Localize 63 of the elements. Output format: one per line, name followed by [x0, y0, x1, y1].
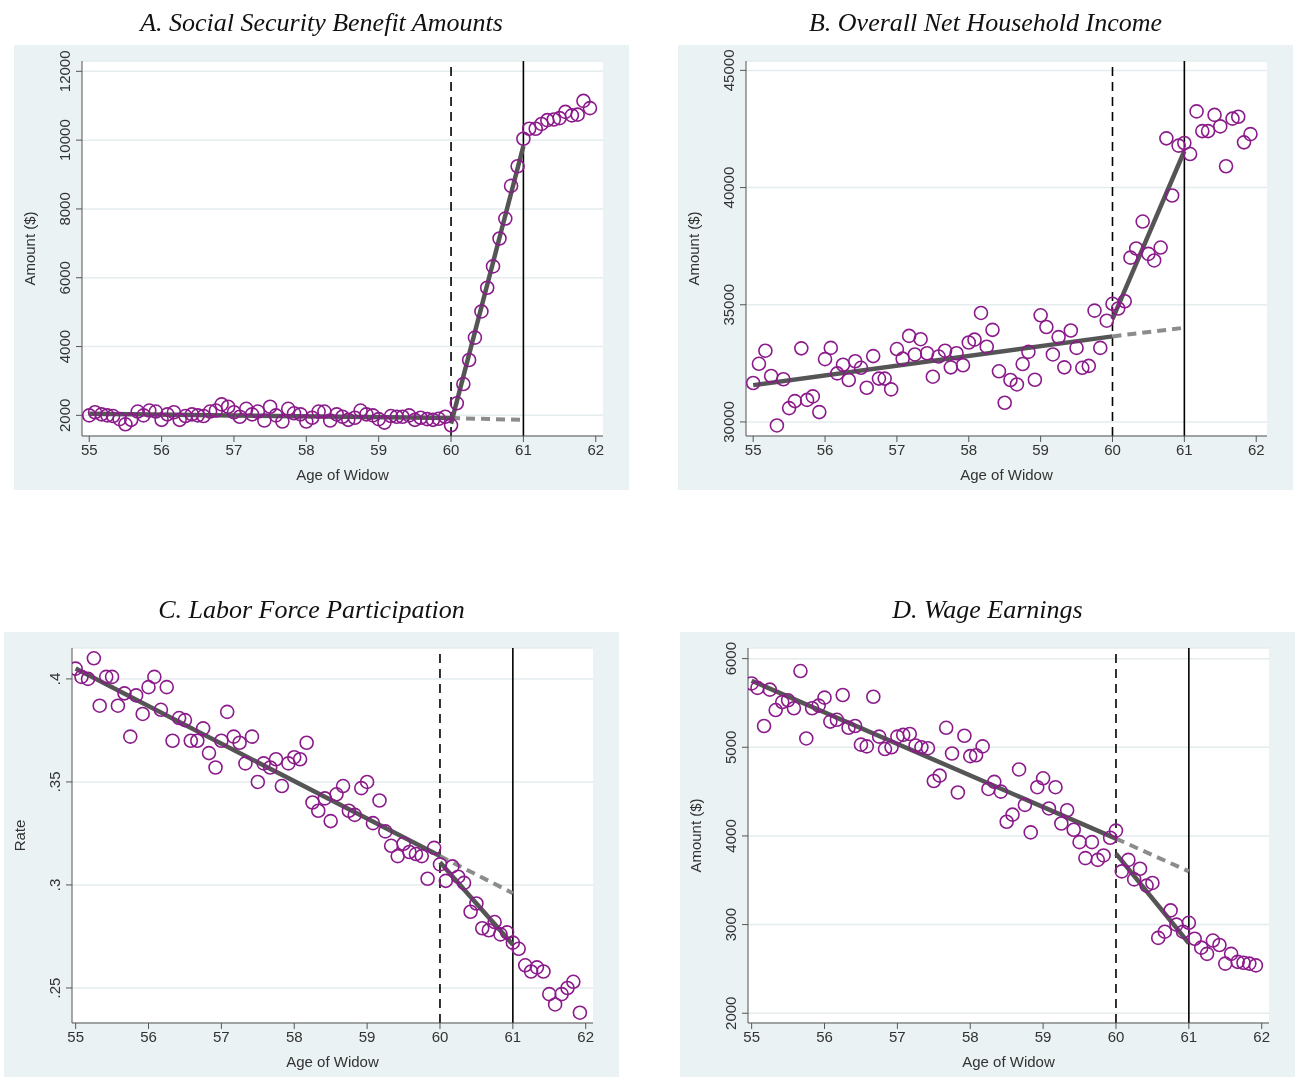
y-tick-label: 12000 [56, 50, 73, 93]
y-axis-title: Rate [11, 819, 29, 852]
chart-title: B. Overall Net Household Income [807, 7, 1164, 39]
x-tick-label: 59 [1034, 1027, 1052, 1045]
chart-title: D. Wage Earnings [891, 594, 1084, 626]
x-tick-label: 62 [1247, 440, 1265, 458]
y-tick-label: 3000 [722, 907, 739, 942]
x-tick-label: 57 [213, 1027, 230, 1045]
y-tick-label: .4 [46, 672, 63, 686]
x-tick-label: 58 [297, 440, 315, 458]
x-tick-label: 56 [816, 1027, 833, 1045]
y-axis-title: Amount ($) [685, 211, 703, 286]
x-tick-label: 57 [225, 440, 243, 458]
y-tick-label: 2000 [56, 398, 73, 433]
y-tick-label: 5000 [722, 730, 739, 764]
y-tick-label: 6000 [722, 641, 739, 676]
x-tick-label: 62 [1253, 1027, 1271, 1045]
x-tick-label: 55 [744, 440, 762, 458]
x-tick-label: 62 [587, 440, 605, 458]
x-tick-label: 61 [504, 1027, 522, 1045]
x-axis-title: Age of Widow [960, 466, 1053, 483]
x-tick-label: 60 [442, 440, 460, 458]
x-tick-label: 57 [889, 1027, 906, 1045]
x-tick-label: 61 [1176, 440, 1193, 458]
x-tick-label: 55 [67, 1027, 84, 1045]
chart-title: A. Social Security Benefit Amounts [138, 7, 504, 39]
x-tick-label: 55 [743, 1027, 760, 1045]
x-tick-label: 56 [816, 440, 834, 458]
y-tick-label: 45000 [720, 49, 737, 92]
x-tick-label: 60 [1104, 440, 1121, 458]
y-tick-label: 2000 [722, 996, 739, 1030]
y-tick-label: 40000 [720, 166, 737, 209]
y-tick-label: 30000 [720, 401, 737, 443]
x-tick-label: 56 [153, 440, 170, 458]
y-tick-label: 10000 [56, 119, 73, 161]
y-axis-title: Amount ($) [687, 798, 705, 873]
x-tick-label: 58 [285, 1027, 303, 1045]
chart-title: C. Labor Force Participation [157, 594, 466, 626]
x-tick-label: 60 [431, 1027, 449, 1045]
x-tick-label: 56 [140, 1027, 157, 1045]
y-tick-label: 4000 [56, 329, 73, 364]
y-tick-label: 4000 [722, 819, 739, 853]
x-tick-label: 58 [961, 1027, 979, 1045]
x-tick-label: 60 [1107, 1027, 1125, 1045]
x-tick-label: 59 [358, 1027, 376, 1045]
x-tick-label: 61 [515, 440, 532, 458]
x-axis-title: Age of Widow [296, 466, 389, 483]
x-tick-label: 57 [888, 440, 906, 458]
x-axis-title: Age of Widow [286, 1053, 379, 1070]
x-tick-label: 61 [1180, 1027, 1198, 1045]
y-tick-label: .35 [46, 771, 63, 793]
y-tick-label: .3 [46, 878, 63, 892]
x-tick-label: 58 [960, 440, 978, 458]
y-tick-label: .25 [46, 977, 63, 999]
y-axis-title: Amount ($) [21, 211, 39, 286]
x-tick-label: 59 [370, 440, 388, 458]
y-tick-label: 35000 [720, 283, 737, 326]
y-tick-label: 8000 [56, 192, 73, 226]
x-tick-label: 62 [577, 1027, 595, 1045]
x-axis-title: Age of Widow [962, 1053, 1055, 1070]
x-tick-label: 59 [1032, 440, 1049, 458]
y-tick-label: 6000 [56, 261, 73, 295]
x-tick-label: 55 [80, 440, 98, 458]
